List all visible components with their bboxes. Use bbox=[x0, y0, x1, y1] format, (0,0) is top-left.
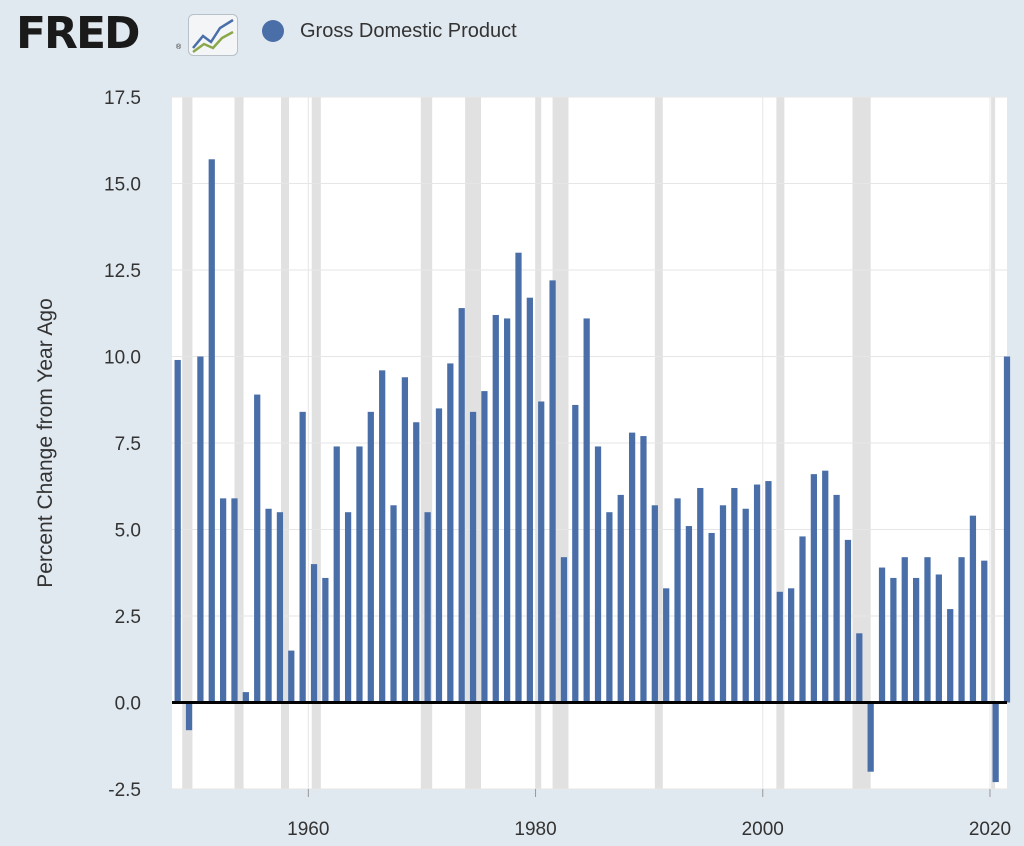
bar-1969 bbox=[413, 422, 420, 703]
y-tick-label: 12.5 bbox=[104, 261, 141, 282]
bar-1975 bbox=[481, 391, 488, 703]
bar-1982 bbox=[560, 557, 568, 703]
bar-2021 bbox=[1003, 356, 1011, 703]
bar-1997 bbox=[731, 487, 738, 703]
bar-1960 bbox=[310, 564, 318, 703]
bar-2007 bbox=[844, 539, 852, 703]
bar-2004 bbox=[810, 474, 817, 703]
bar-2012 bbox=[901, 557, 908, 703]
x-tick-label: 2020 bbox=[969, 819, 1011, 840]
bar-2015 bbox=[935, 574, 942, 703]
bar-1955 bbox=[254, 394, 261, 703]
bar-1962 bbox=[333, 446, 340, 703]
bar-1953 bbox=[231, 498, 238, 703]
y-tick-label: 15.0 bbox=[104, 175, 141, 196]
bar-1986 bbox=[606, 512, 613, 703]
bar-1950 bbox=[197, 356, 204, 703]
bar-2013 bbox=[912, 577, 920, 703]
y-axis-label: Percent Change from Year Ago bbox=[34, 298, 57, 588]
bar-1984 bbox=[583, 318, 590, 703]
bar-1974 bbox=[469, 411, 477, 703]
y-tick-label: 5.0 bbox=[115, 521, 141, 542]
bar-1980 bbox=[538, 401, 545, 703]
bar-1992 bbox=[674, 498, 681, 703]
bar-1994 bbox=[697, 487, 704, 703]
y-tick-label: -2.5 bbox=[108, 780, 141, 801]
bar-1978 bbox=[515, 252, 522, 703]
bar-2009 bbox=[867, 702, 874, 772]
bar-2014 bbox=[924, 557, 931, 703]
bar-1976 bbox=[492, 314, 499, 703]
bar-1990 bbox=[651, 505, 658, 703]
bar-1965 bbox=[367, 411, 374, 703]
bar-1963 bbox=[344, 512, 352, 703]
bar-1952 bbox=[219, 498, 227, 703]
bar-2003 bbox=[799, 536, 806, 703]
bar-1951 bbox=[208, 159, 215, 703]
bar-1985 bbox=[594, 446, 602, 703]
bar-1949 bbox=[185, 702, 193, 731]
bar-1971 bbox=[435, 408, 443, 703]
bar-2010 bbox=[878, 567, 886, 703]
legend-marker bbox=[262, 20, 284, 42]
bar-2020 bbox=[992, 702, 999, 783]
bar-1977 bbox=[504, 318, 511, 703]
bar-1989 bbox=[640, 436, 647, 703]
bar-2001 bbox=[776, 591, 783, 703]
y-tick-label: 17.5 bbox=[104, 88, 141, 109]
bar-1956 bbox=[265, 508, 272, 703]
y-tick-label: 0.0 bbox=[115, 694, 141, 715]
bar-1987 bbox=[617, 494, 624, 703]
fred-logo[interactable]: FRED bbox=[16, 8, 141, 59]
bar-1998 bbox=[742, 508, 749, 703]
line-chart-icon bbox=[188, 14, 238, 56]
chart-legend: Gross Domestic Product bbox=[262, 16, 517, 46]
x-tick-label: 1980 bbox=[514, 819, 556, 840]
bar-1981 bbox=[549, 280, 556, 703]
bar-2002 bbox=[788, 588, 795, 703]
bar-1995 bbox=[708, 532, 715, 703]
bar-1961 bbox=[322, 577, 329, 703]
bar-1966 bbox=[379, 370, 386, 703]
bar-1948 bbox=[174, 359, 181, 703]
bar-2008 bbox=[856, 633, 863, 703]
bar-1968 bbox=[401, 377, 409, 703]
bar-2016 bbox=[947, 609, 954, 703]
bar-1967 bbox=[390, 505, 397, 703]
bar-1958 bbox=[288, 650, 295, 703]
legend-label-gdp[interactable]: Gross Domestic Product bbox=[300, 19, 517, 42]
y-tick-label: 10.0 bbox=[104, 348, 141, 369]
bar-1996 bbox=[719, 505, 727, 703]
bar-1970 bbox=[424, 512, 431, 703]
x-tick-label: 2000 bbox=[742, 819, 784, 840]
bar-1954 bbox=[242, 692, 249, 703]
bar-1993 bbox=[685, 526, 693, 703]
bar-1983 bbox=[572, 404, 579, 703]
bar-2005 bbox=[822, 470, 829, 703]
bar-2018 bbox=[969, 515, 977, 703]
bar-1959 bbox=[299, 411, 306, 703]
bar-1988 bbox=[628, 432, 636, 703]
y-tick-label: 7.5 bbox=[115, 434, 141, 455]
x-tick-label: 1960 bbox=[287, 819, 329, 840]
bar-1999 bbox=[753, 484, 761, 703]
bar-1991 bbox=[663, 588, 670, 703]
bar-2017 bbox=[958, 557, 965, 703]
bar-1957 bbox=[276, 512, 284, 703]
bar-2000 bbox=[765, 481, 772, 703]
bar-2019 bbox=[981, 560, 988, 703]
bar-1973 bbox=[458, 308, 465, 703]
bar-2011 bbox=[890, 577, 897, 703]
bar-2006 bbox=[833, 494, 840, 703]
bar-1972 bbox=[447, 363, 454, 703]
bar-1979 bbox=[526, 297, 533, 703]
bar-1964 bbox=[356, 446, 363, 703]
y-tick-label: 2.5 bbox=[115, 607, 141, 628]
fred-logo-registered-mark: ® bbox=[176, 44, 182, 51]
